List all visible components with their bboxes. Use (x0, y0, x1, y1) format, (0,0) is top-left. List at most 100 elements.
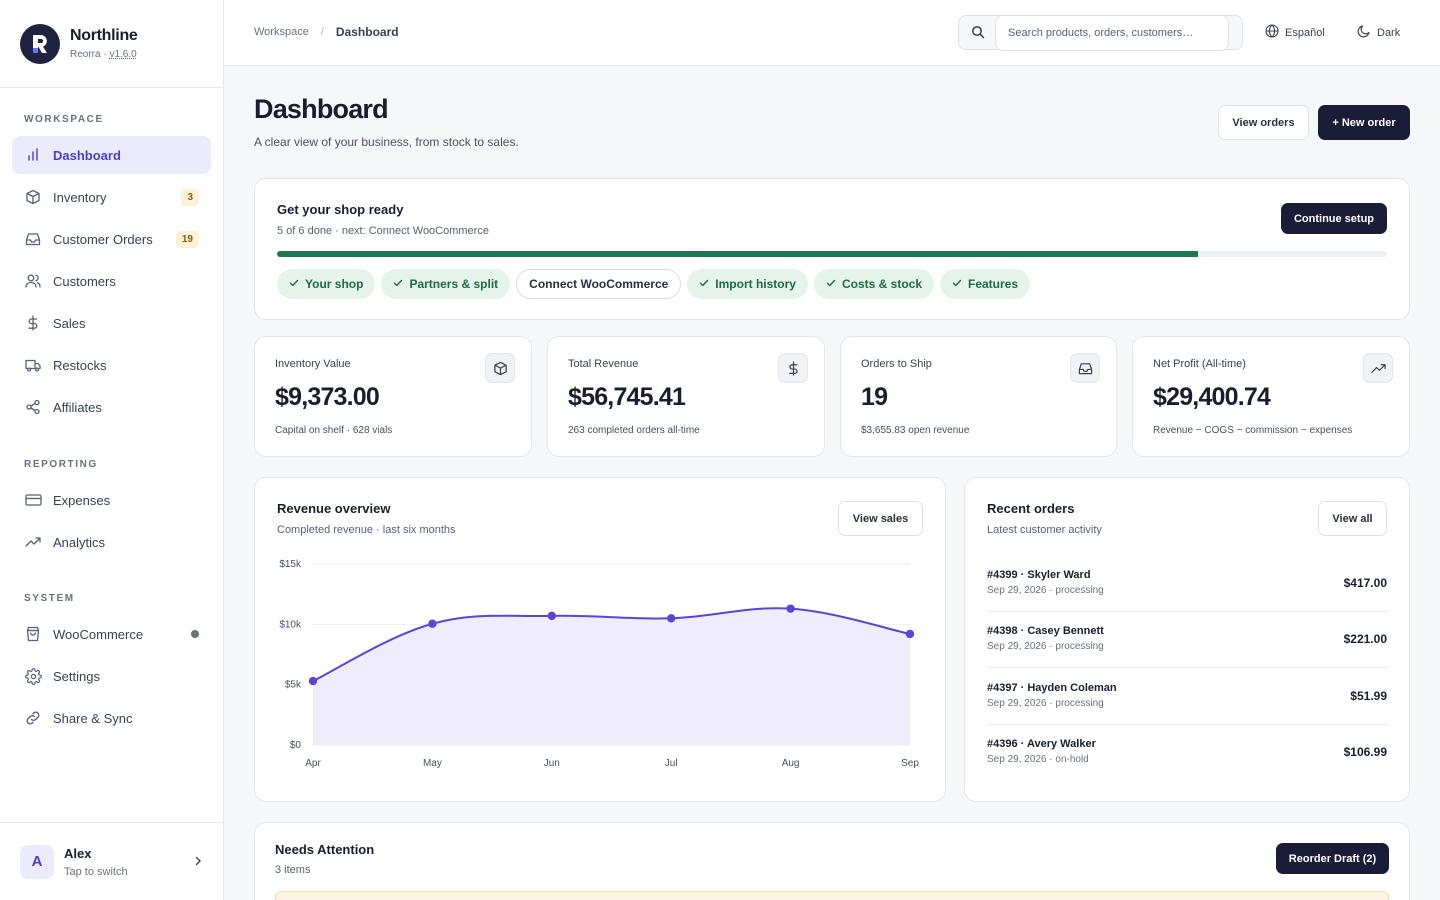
language-button[interactable]: Español (1265, 24, 1325, 41)
y-tick-label: $15k (279, 559, 302, 570)
setup-step-chip[interactable]: Partners & split (381, 269, 511, 299)
stat-card-net-profit[interactable]: Net Profit (All-time) $29,400.74 Revenue… (1132, 336, 1410, 457)
nav-section-reporting: REPORTING (24, 459, 98, 470)
data-point (428, 619, 437, 628)
page-subtitle: A clear view of your business, from stoc… (254, 135, 519, 149)
view-sales-button[interactable]: View sales (838, 501, 923, 536)
sidebar-item-label: Customer Orders (53, 231, 153, 247)
breadcrumb: Workspace / Dashboard (254, 25, 399, 39)
revenue-line (312, 607, 911, 682)
stat-value: 19 (861, 383, 888, 411)
sidebar-item-label: Restocks (53, 357, 107, 373)
stat-value: $9,373.00 (275, 383, 380, 411)
page-title: Dashboard (254, 94, 389, 124)
nav-section-system: SYSTEM (24, 593, 75, 604)
search-icon[interactable] (971, 25, 985, 44)
data-point (667, 614, 676, 623)
order-sub: Sep 29, 2026 · processing (987, 585, 1104, 596)
setup-step-chip[interactable]: Your shop (277, 269, 376, 299)
recent-sub: Latest customer activity (987, 524, 1102, 536)
share-icon (24, 398, 42, 416)
breadcrumb-separator: / (320, 26, 324, 38)
sidebar-item-customers[interactable]: Customers (12, 262, 211, 300)
sidebar-item-affiliates[interactable]: Affiliates (12, 388, 211, 426)
stat-card-inventory-value[interactable]: Inventory Value $9,373.00 Capital on she… (254, 336, 532, 457)
sidebar-item-analytics[interactable]: Analytics (12, 523, 211, 561)
breadcrumb-workspace[interactable]: Workspace (254, 26, 309, 38)
stat-value: $56,745.41 (568, 383, 686, 411)
continue-setup-button[interactable]: Continue setup (1281, 203, 1387, 234)
sidebar-item-label: Affiliates (53, 399, 102, 415)
users-icon (24, 272, 42, 290)
x-tick-label: Aug (782, 758, 800, 769)
new-order-button[interactable]: + New order (1318, 105, 1410, 140)
trending-up-icon (1363, 353, 1393, 383)
recent-title: Recent orders (987, 501, 1075, 516)
brand[interactable]: Northline Reorra · v1.6.0 (0, 0, 223, 88)
stat-label: Total Revenue (568, 358, 639, 370)
order-title: #4397 · Hayden Coleman (987, 682, 1117, 694)
order-row[interactable]: #4396 · Avery Walker Sep 29, 2026 · on-h… (987, 725, 1387, 781)
view-all-orders-button[interactable]: View all (1318, 501, 1387, 536)
sidebar-item-label: WooCommerce (53, 626, 144, 642)
view-orders-button[interactable]: View orders (1218, 105, 1309, 140)
setup-step-label: Your shop (305, 277, 364, 291)
order-row[interactable]: #4397 · Hayden Coleman Sep 29, 2026 · pr… (987, 669, 1387, 725)
y-tick-label: $10k (279, 619, 302, 630)
stat-value: $29,400.74 (1153, 383, 1271, 411)
setup-step-chip[interactable]: Import history (687, 269, 808, 299)
sidebar-item-sales[interactable]: Sales (12, 304, 211, 342)
truck-icon (24, 356, 42, 374)
user-switcher[interactable]: A Alex Tap to switch (0, 822, 223, 900)
nav-section-workspace: WORKSPACE (24, 114, 104, 125)
setup-step-chip[interactable]: Features (940, 269, 1031, 299)
brand-name: Northline (70, 27, 138, 44)
data-point (308, 676, 318, 686)
bar-chart-icon (24, 146, 42, 164)
order-sub: Sep 29, 2026 · processing (987, 641, 1104, 652)
breadcrumb-current: Dashboard (335, 25, 399, 39)
check-icon (952, 277, 962, 291)
sidebar-item-restocks[interactable]: Restocks (12, 346, 211, 384)
theme-toggle[interactable]: Dark (1357, 24, 1400, 41)
stat-label: Inventory Value (275, 358, 351, 370)
setup-step-label: Connect WooCommerce (529, 277, 669, 291)
stat-label: Net Profit (All-time) (1153, 358, 1246, 370)
stat-card-orders-to-ship[interactable]: Orders to Ship 19 $3,655.83 open revenue (840, 336, 1117, 457)
sidebar-item-settings[interactable]: Settings (12, 657, 211, 695)
order-amount: $417.00 (1343, 576, 1387, 590)
sidebar-item-woocommerce[interactable]: WooCommerce (12, 615, 211, 653)
order-amount: $221.00 (1343, 632, 1387, 646)
link-icon (24, 709, 42, 727)
sidebar-item-label: Sales (53, 315, 86, 331)
data-point (786, 604, 795, 613)
search-input[interactable] (995, 15, 1229, 51)
sidebar-item-label: Settings (53, 668, 100, 684)
sidebar-item-share-sync[interactable]: Share & Sync (12, 699, 211, 737)
sidebar-item-dashboard[interactable]: Dashboard (12, 136, 211, 174)
sidebar-item-expenses[interactable]: Expenses (12, 481, 211, 519)
version-label[interactable]: v1.6.0 (109, 49, 137, 60)
stat-card-total-revenue[interactable]: Total Revenue $56,745.41 263 completed o… (547, 336, 825, 457)
order-row[interactable]: #4399 · Skyler Ward Sep 29, 2026 · proce… (987, 556, 1387, 612)
stat-note: Revenue − COGS − commission − expenses (1153, 425, 1353, 436)
order-sub: Sep 29, 2026 · on-hold (987, 754, 1089, 765)
sidebar-item-label: Customers (53, 273, 116, 289)
moon-icon (1357, 24, 1371, 41)
reorder-draft-button[interactable]: Reorder Draft (2) (1276, 843, 1389, 874)
order-row[interactable]: #4398 · Casey Bennett Sep 29, 2026 · pro… (987, 612, 1387, 668)
stat-note: $3,655.83 open revenue (861, 425, 970, 436)
setup-step-chip[interactable]: Connect WooCommerce (516, 269, 682, 299)
sidebar-item-inventory[interactable]: Inventory 3 (12, 178, 211, 216)
sidebar-item-customer-orders[interactable]: Customer Orders 19 (12, 220, 211, 258)
setup-progress-bar (277, 251, 1387, 257)
setup-progress-fill (277, 251, 1199, 257)
topbar: Workspace / Dashboard Español Dark (224, 0, 1440, 66)
x-tick-label: Sep (901, 758, 919, 769)
data-point (547, 611, 556, 621)
setup-step-label: Import history (715, 277, 796, 291)
sidebar-item-label: Expenses (53, 492, 111, 508)
setup-step-chip[interactable]: Costs & stock (813, 269, 934, 299)
dollar-icon (24, 314, 42, 332)
attention-item[interactable] (275, 891, 1389, 900)
